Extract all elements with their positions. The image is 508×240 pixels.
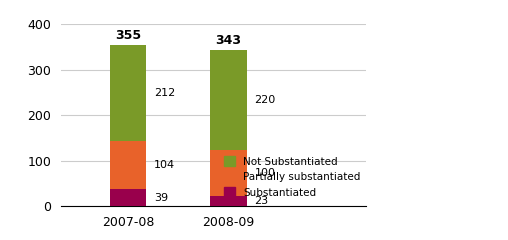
Bar (110, 45, 146, 141)
Text: 220: 220 (255, 95, 276, 105)
Bar (210, 150, 247, 196)
Text: 104: 104 (154, 160, 175, 170)
Bar (110, 189, 146, 206)
Text: 212: 212 (154, 88, 175, 98)
Text: 100: 100 (255, 168, 275, 178)
Text: 355: 355 (115, 29, 141, 42)
Bar (110, 141, 146, 189)
Text: 343: 343 (215, 34, 242, 47)
Bar (210, 196, 247, 206)
Legend: Not Substantiated, Partially substantiated, Substantiated: Not Substantiated, Partially substantiat… (225, 156, 361, 198)
Text: 39: 39 (154, 192, 168, 203)
Bar (210, 50, 247, 150)
Text: 23: 23 (255, 196, 269, 206)
